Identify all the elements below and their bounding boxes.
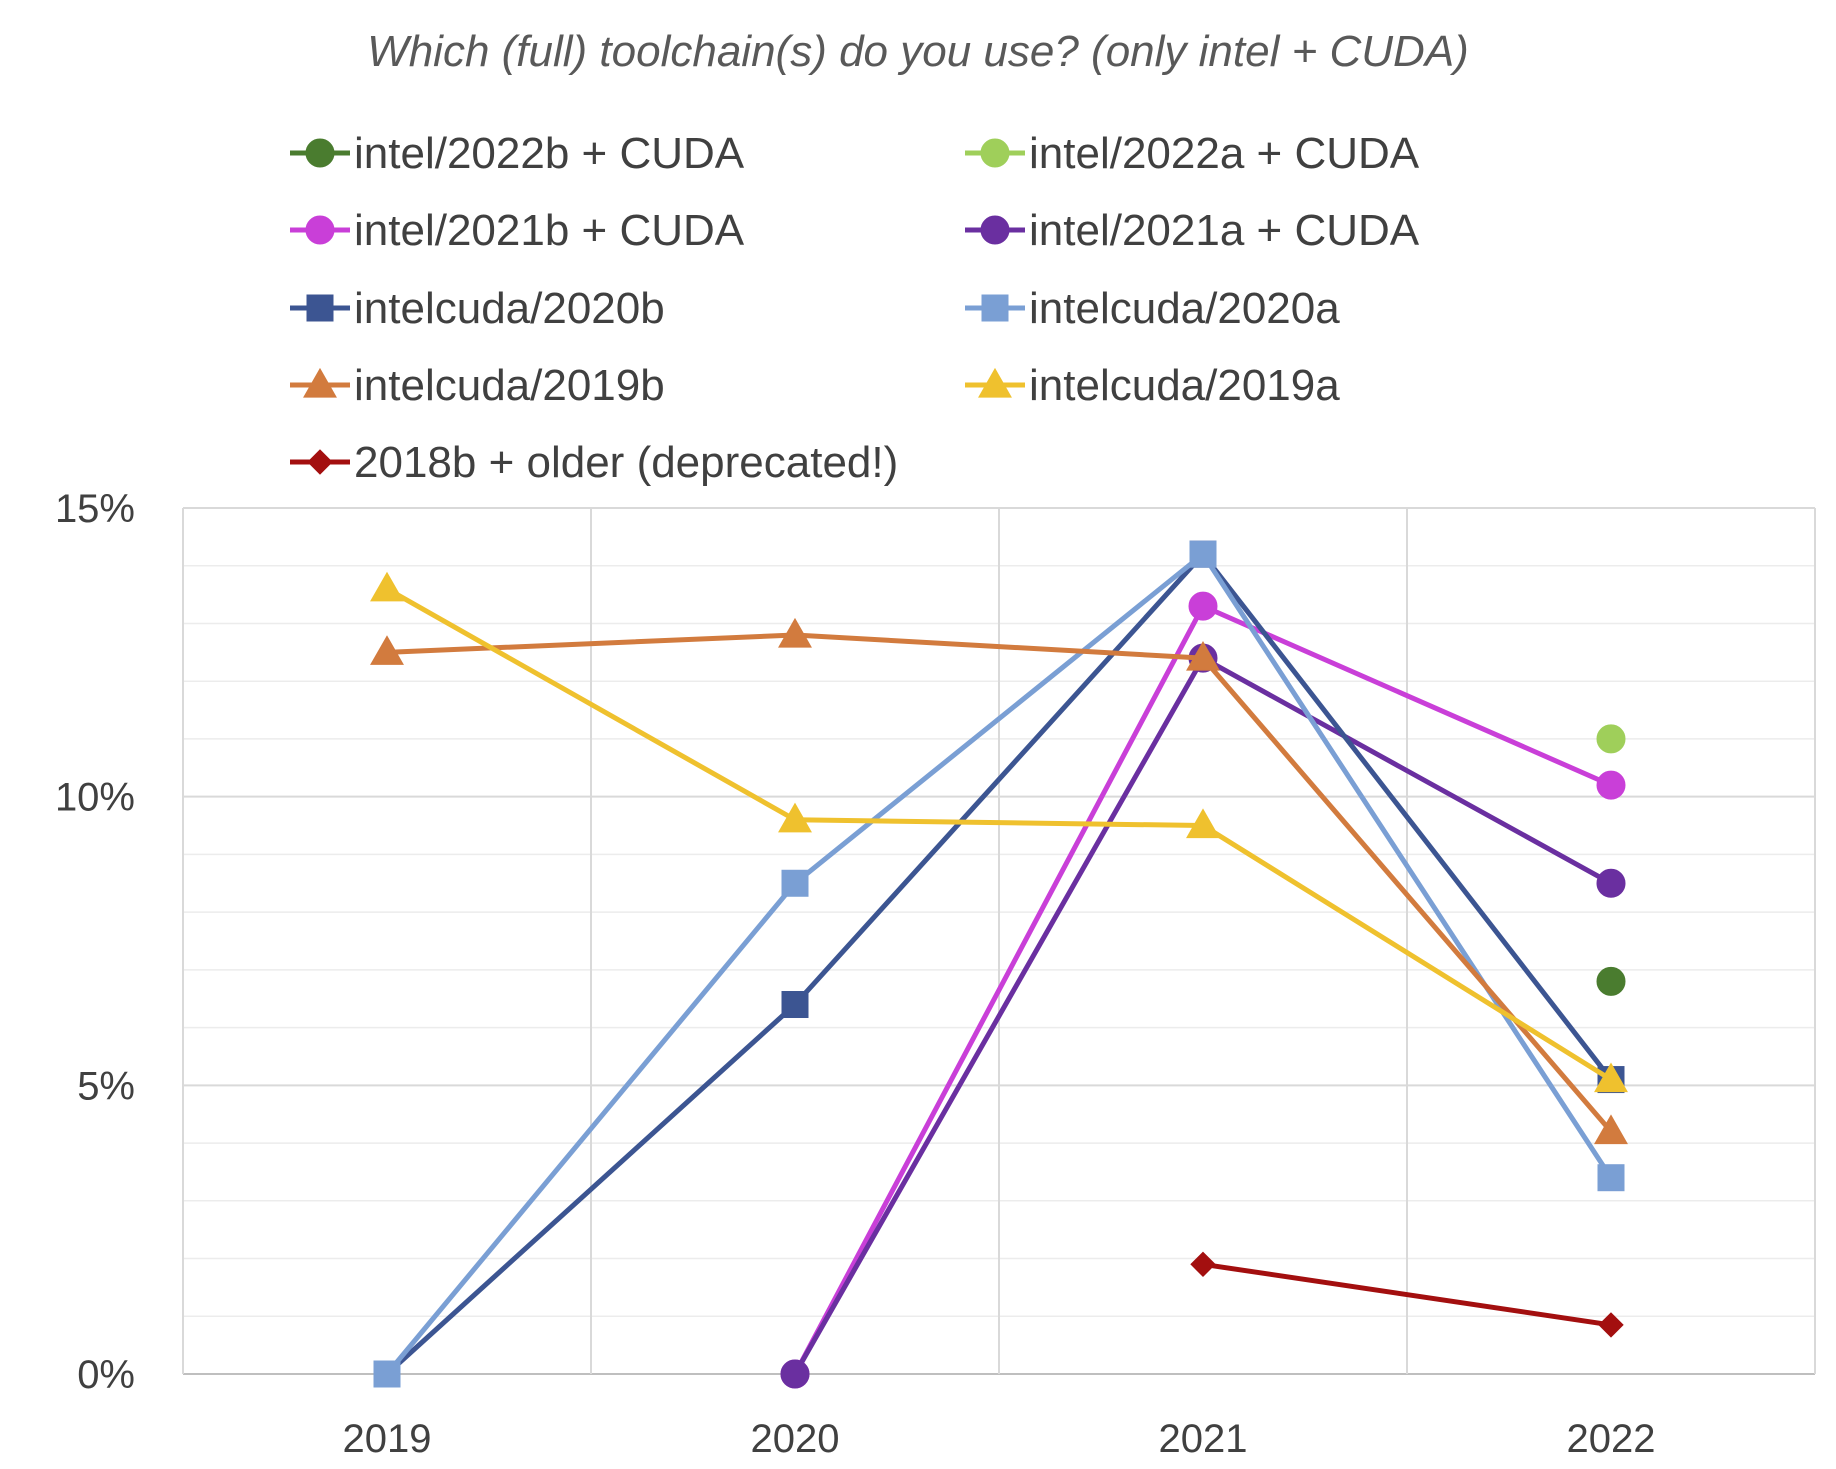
data-point — [1188, 591, 1218, 621]
data-point — [1597, 1164, 1625, 1192]
x-tick-label: 2022 — [1567, 1417, 1656, 1461]
legend-item: intel/2021a + CUDA — [965, 206, 1420, 255]
data-point — [1596, 868, 1626, 898]
series-line-segment — [1200, 551, 1614, 1181]
series-line-segment — [792, 655, 1206, 1377]
legend: intel/2022b + CUDA intel/2022a + CUDA inte… — [290, 129, 1420, 487]
legend-label: intel/2021a + CUDA — [1029, 206, 1420, 255]
data-point — [781, 991, 809, 1019]
series-line-segment — [1200, 1261, 1614, 1328]
y-tick-label: 15% — [55, 487, 135, 531]
series-intel-2022a-cuda — [1596, 724, 1626, 754]
series-line-segment — [384, 586, 798, 823]
series-intelcuda-2019a — [370, 571, 1628, 1093]
legend-marker — [305, 138, 335, 168]
x-tick-label: 2020 — [751, 1417, 840, 1461]
data-point — [1596, 770, 1626, 800]
legend-label: intel/2022a + CUDA — [1029, 129, 1420, 178]
data-point — [778, 617, 812, 648]
series-line-segment — [1200, 551, 1614, 1083]
data-point — [1190, 1251, 1216, 1278]
legend-item: intelcuda/2019b — [290, 361, 665, 410]
legend-item: intelcuda/2019a — [965, 361, 1340, 410]
series-line-segment — [792, 603, 1206, 1377]
data-point — [1186, 640, 1220, 671]
series-intelcuda-2019b — [370, 617, 1628, 1145]
y-tick-label: 0% — [77, 1353, 135, 1397]
series-intel-2021a-cuda — [780, 643, 1626, 1389]
series-line-segment — [384, 880, 798, 1377]
legend-item: 2018b + older (deprecated!) — [290, 438, 898, 487]
legend-label: 2018b + older (deprecated!) — [354, 438, 898, 487]
data-point — [1594, 1062, 1628, 1093]
legend-label: intel/2021b + CUDA — [354, 206, 745, 255]
series-line-segment — [792, 551, 1206, 1008]
series-line-segment — [1200, 655, 1614, 886]
series-line-segment — [792, 551, 1206, 886]
data-point — [1189, 540, 1217, 568]
y-tick-label: 10% — [55, 776, 135, 820]
legend-marker — [981, 294, 1009, 322]
data-point — [370, 571, 404, 602]
series-line-segment — [1200, 603, 1614, 788]
legend-label: intelcuda/2019b — [354, 361, 665, 410]
plot-series — [370, 540, 1628, 1389]
data-point — [1594, 1114, 1628, 1145]
legend-label: intelcuda/2020b — [354, 284, 665, 333]
data-point — [1596, 966, 1626, 996]
series-intel-2021b-cuda — [780, 591, 1626, 1389]
series-line-segment — [1200, 655, 1614, 1135]
x-tick-label: 2021 — [1159, 1417, 1248, 1461]
data-point — [780, 1359, 810, 1389]
legend-marker — [307, 449, 333, 475]
series-intelcuda-2020a — [373, 540, 1625, 1388]
series-intel-2022b-cuda — [1596, 966, 1626, 996]
series-line-segment — [384, 632, 798, 655]
legend-label: intelcuda/2020a — [1029, 284, 1340, 333]
legend-item: intelcuda/2020a — [965, 284, 1340, 333]
legend-marker — [980, 215, 1010, 245]
y-tick-label: 5% — [77, 1064, 135, 1108]
x-tick-label: 2019 — [343, 1417, 432, 1461]
data-point — [370, 635, 404, 665]
legend-item: intel/2022a + CUDA — [965, 129, 1420, 178]
legend-label: intel/2022b + CUDA — [354, 129, 745, 178]
data-point — [373, 1360, 401, 1388]
legend-item: intelcuda/2020b — [290, 284, 665, 333]
series-line-segment — [792, 817, 1206, 829]
legend-marker — [978, 367, 1012, 398]
data-point — [1598, 1312, 1624, 1338]
legend-marker — [306, 294, 334, 322]
legend-marker — [305, 215, 335, 245]
chart-title: Which (full) toolchain(s) do you use? (o… — [367, 27, 1469, 76]
series-line-segment — [1200, 823, 1614, 1083]
legend-marker — [980, 138, 1010, 168]
series-2018b-older-deprecated — [1190, 1251, 1624, 1338]
legend-label: intelcuda/2019a — [1029, 361, 1340, 410]
legend-item: intel/2022b + CUDA — [290, 129, 745, 178]
series-line-segment — [792, 632, 1206, 661]
series-line-segment — [384, 1002, 798, 1377]
data-point — [781, 869, 809, 897]
legend-item: intel/2021b + CUDA — [290, 206, 745, 255]
data-point — [1186, 808, 1220, 839]
data-point — [778, 802, 812, 833]
legend-marker — [303, 367, 337, 398]
data-point — [1596, 724, 1626, 754]
